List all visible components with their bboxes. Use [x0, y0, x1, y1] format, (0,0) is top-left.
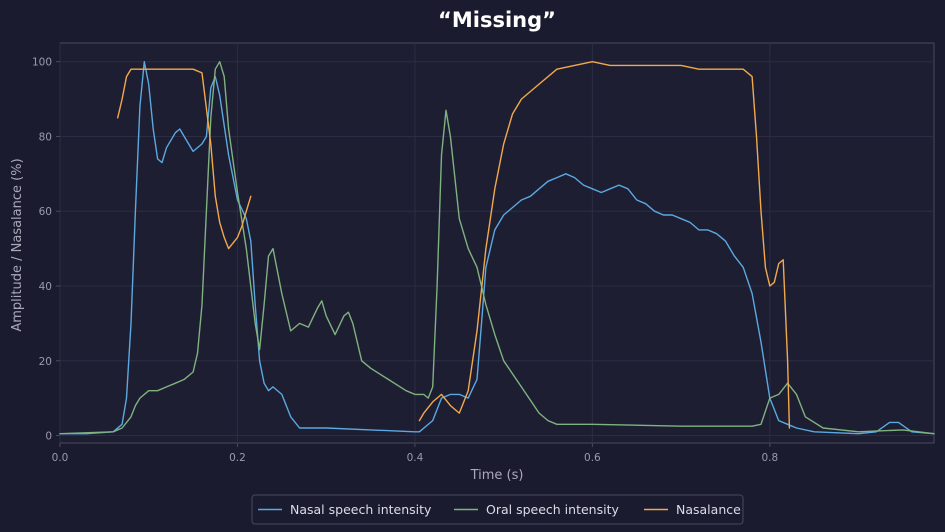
series-line-2-0	[117, 68, 252, 250]
plot-frame	[59, 42, 935, 444]
legend-label-2: Nasalance	[676, 502, 741, 517]
y-tick-label-5: 100	[32, 57, 52, 69]
legend-box	[251, 494, 744, 525]
series-lines	[59, 61, 935, 435]
y-tick-label-0: 0	[45, 431, 52, 443]
chart-title: “Missing”	[438, 8, 556, 32]
y-axis-label: Amplitude / Nasalance (%)	[10, 158, 25, 331]
legend: Nasal speech intensity Oral speech intens…	[251, 494, 744, 525]
legend-label-0: Nasal speech intensity	[290, 502, 432, 517]
y-tick-label-4: 80	[39, 131, 52, 143]
x-tick-label-0: 0.0	[52, 452, 69, 464]
series-line-1-0	[59, 61, 935, 435]
y-tick-label-3: 60	[39, 206, 52, 218]
x-tick-label-3: 0.6	[584, 452, 601, 464]
legend-label-1: Oral speech intensity	[486, 502, 619, 517]
x-axis-label: Time (s)	[470, 468, 524, 483]
ticks: 0 20 40 60 80 100 0.0 0.2 0.4 0.6 0.8	[32, 57, 778, 464]
x-tick-label-4: 0.8	[761, 452, 778, 464]
plot-area	[59, 42, 935, 444]
series-line-0-0	[59, 61, 935, 435]
y-tick-label-2: 40	[39, 281, 52, 293]
x-tick-label-2: 0.4	[407, 452, 424, 464]
y-tick-label-1: 20	[39, 356, 52, 368]
series-line-2-1	[418, 61, 791, 429]
x-tick-label-1: 0.2	[229, 452, 246, 464]
